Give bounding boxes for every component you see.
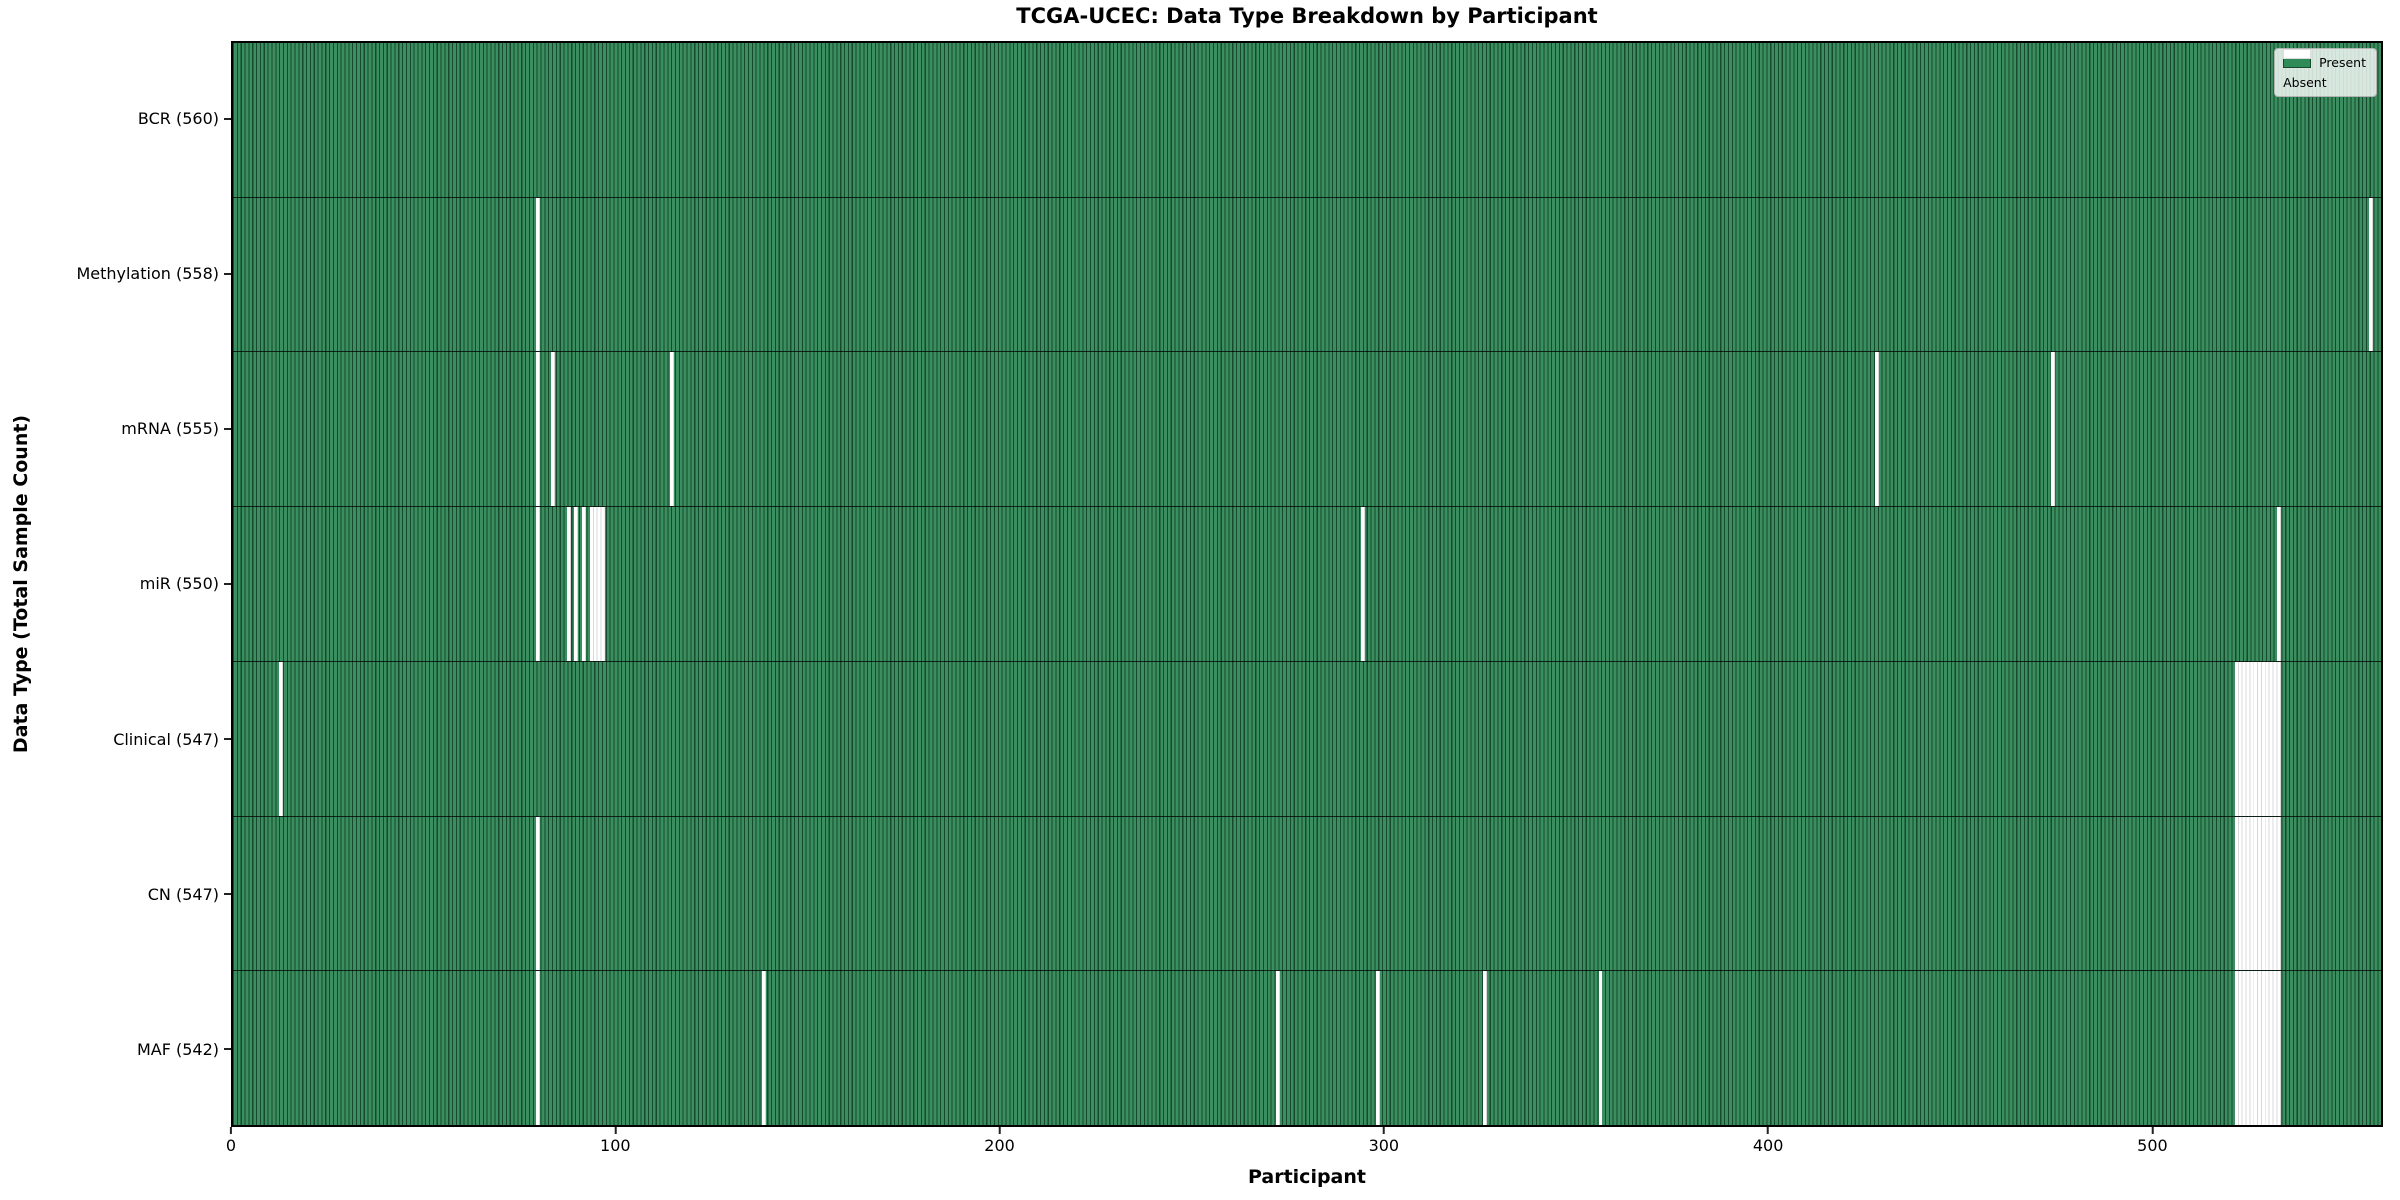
absent-mark <box>1874 352 1879 507</box>
x-tick-label: 200 <box>984 1136 1015 1155</box>
y-tick-label: Clinical (547) <box>113 729 219 749</box>
y-tick-label: CN (547) <box>147 884 219 904</box>
y-tick-label: miR (550) <box>139 574 219 594</box>
y-tick-bcr: BCR (560) <box>0 41 231 196</box>
row-cn <box>233 816 2381 972</box>
x-tick-label: 300 <box>1368 1136 1400 1155</box>
y-tick-mrna: mRNA (555) <box>0 351 231 506</box>
absent-mark <box>536 352 540 507</box>
y-tick-labels: BCR (560) Methylation (558) mRNA (555) miR … <box>0 41 231 1127</box>
y-tick-label: BCR (560) <box>137 109 219 129</box>
x-tick-label: 100 <box>600 1136 631 1155</box>
legend-present-label: Present <box>2319 55 2366 70</box>
absent-mark <box>279 661 283 816</box>
absent-mark <box>589 507 606 661</box>
x-tick-400: 400 <box>1752 1127 1784 1155</box>
y-tick-mark <box>224 1048 231 1051</box>
row-clinical <box>233 661 2381 817</box>
row-bcr <box>233 43 2381 198</box>
y-tick-methylation: Methylation (558) <box>0 196 231 351</box>
plot-area <box>231 41 2383 1127</box>
chart-title: TCGA-UCEC: Data Type Breakdown by Partic… <box>1016 4 1598 28</box>
y-tick-mark <box>224 582 231 585</box>
row-maf <box>233 971 2381 1126</box>
y-tick-mir: miR (550) <box>0 506 231 661</box>
x-tick-mark <box>1767 1127 1770 1134</box>
absent-mark <box>2235 816 2282 971</box>
y-tick-label: Methylation (558) <box>76 264 219 284</box>
x-tick-labels: 0 100 200 300 400 500 <box>226 1127 2383 1171</box>
row-mrna <box>233 352 2381 508</box>
x-tick-label: 500 <box>2137 1136 2168 1155</box>
x-tick-mark <box>614 1127 617 1134</box>
absent-mark <box>670 352 675 507</box>
absent-mark <box>536 197 540 352</box>
y-tick-label: mRNA (555) <box>121 419 219 439</box>
absent-mark <box>1483 971 1488 1126</box>
y-tick-label: MAF (542) <box>136 1039 219 1059</box>
x-tick-0: 0 <box>226 1127 236 1155</box>
absent-mark <box>2235 971 2282 1126</box>
y-tick-mark <box>224 272 231 275</box>
row-mir <box>233 507 2381 662</box>
legend: Present Absent <box>2274 48 2377 97</box>
absent-mark <box>2369 197 2374 352</box>
absent-mark <box>2277 507 2282 661</box>
y-tick-mark <box>224 893 231 896</box>
x-tick-label: 0 <box>225 1136 237 1155</box>
x-tick-mark <box>230 1127 232 1134</box>
x-tick-300: 300 <box>1368 1127 1400 1155</box>
absent-swatch-icon <box>2283 49 2312 59</box>
x-tick-100: 100 <box>600 1127 631 1155</box>
absent-mark <box>574 507 579 661</box>
x-axis-label: Participant <box>1247 1166 1366 1188</box>
absent-mark <box>551 352 556 507</box>
x-tick-mark <box>2151 1127 2154 1134</box>
legend-absent-label: Absent <box>2283 75 2327 90</box>
absent-mark <box>582 507 586 661</box>
x-tick-500: 500 <box>2137 1127 2168 1155</box>
absent-mark <box>566 507 571 661</box>
absent-mark <box>762 971 767 1126</box>
x-tick-label: 400 <box>1752 1136 1784 1155</box>
absent-mark <box>2051 352 2055 507</box>
absent-mark <box>536 971 540 1126</box>
x-tick-200: 200 <box>984 1127 1015 1155</box>
y-tick-mark <box>224 427 231 430</box>
row-methylation <box>233 197 2381 353</box>
present-swatch-icon <box>2283 57 2312 68</box>
y-tick-cn: CN (547) <box>0 817 231 972</box>
absent-mark <box>1376 971 1380 1126</box>
absent-mark <box>1598 971 1603 1126</box>
legend-item-absent: Absent <box>2283 49 2366 90</box>
absent-mark <box>2235 661 2282 816</box>
x-tick-mark <box>998 1127 1001 1134</box>
x-tick-mark <box>1382 1127 1385 1134</box>
absent-mark <box>1360 507 1365 661</box>
y-tick-mark <box>224 738 231 741</box>
y-tick-mark <box>224 117 231 120</box>
y-tick-clinical: Clinical (547) <box>0 662 231 817</box>
absent-mark <box>536 507 540 661</box>
absent-mark <box>536 816 540 971</box>
absent-mark <box>1276 971 1281 1126</box>
y-tick-maf: MAF (542) <box>0 972 231 1127</box>
